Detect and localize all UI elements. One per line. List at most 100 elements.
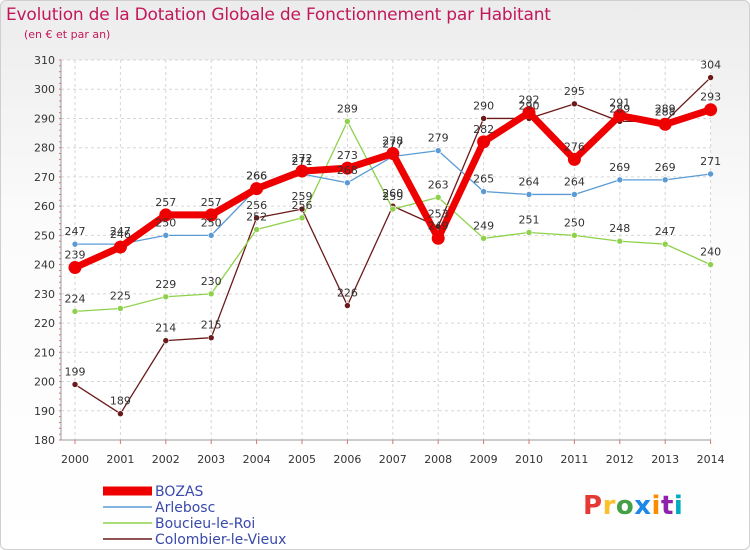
x-tick-label: 2010 <box>515 453 543 466</box>
data-point <box>250 182 264 196</box>
data-label: 271 <box>700 155 721 168</box>
y-tick-label: 310 <box>34 54 55 67</box>
data-label: 304 <box>700 59 721 72</box>
data-point <box>71 308 79 315</box>
data-label: 279 <box>428 132 449 145</box>
y-tick-label: 270 <box>34 171 55 184</box>
data-label: 278 <box>382 135 403 148</box>
data-point <box>71 381 79 388</box>
data-label: 291 <box>609 97 630 110</box>
y-tick-label: 200 <box>34 376 55 389</box>
legend-label: Colombier-le-Vieux <box>155 532 286 548</box>
y-tick-label: 250 <box>34 229 55 242</box>
y-tick-label: 180 <box>34 434 55 447</box>
data-label: 288 <box>655 105 676 118</box>
chart-title: Evolution de la Dotation Globale de Fonc… <box>6 5 551 25</box>
data-point <box>434 147 442 154</box>
data-label: 246 <box>110 228 131 241</box>
legend-label: Arlebosc <box>155 500 215 516</box>
data-point <box>298 214 306 222</box>
data-label: 224 <box>65 292 86 305</box>
data-point <box>480 235 487 242</box>
data-point <box>707 74 714 81</box>
x-tick-label: 2012 <box>606 453 634 466</box>
data-label: 264 <box>564 175 585 188</box>
x-tick-label: 2003 <box>197 453 225 466</box>
data-label: 240 <box>700 246 721 259</box>
data-point <box>204 208 218 222</box>
data-label: 264 <box>519 175 540 188</box>
data-point <box>162 337 170 344</box>
data-label: 259 <box>382 190 403 203</box>
data-label: 290 <box>473 99 494 112</box>
data-label: 268 <box>337 164 358 177</box>
data-point <box>162 293 170 301</box>
data-label: 249 <box>473 219 494 232</box>
x-tick-label: 2008 <box>424 453 452 466</box>
data-label: 215 <box>201 319 222 332</box>
data-point <box>480 115 487 122</box>
y-tick-label: 210 <box>34 346 55 359</box>
data-label: 273 <box>337 149 358 162</box>
data-label: 226 <box>337 287 358 300</box>
data-label: 289 <box>655 102 676 115</box>
data-point <box>207 290 215 298</box>
y-tick-label: 280 <box>34 142 55 155</box>
data-label: 266 <box>246 170 267 183</box>
x-tick-label: 2002 <box>152 453 180 466</box>
data-point <box>661 240 669 248</box>
data-point <box>207 232 215 239</box>
y-tick-label: 230 <box>34 288 55 301</box>
x-tick-label: 2004 <box>243 453 271 466</box>
data-point <box>434 194 442 201</box>
data-point <box>117 410 124 417</box>
data-label: 247 <box>110 225 131 238</box>
data-label: 199 <box>65 365 86 378</box>
data-label: 295 <box>564 85 585 98</box>
data-point <box>113 240 127 254</box>
data-label: 290 <box>519 99 540 112</box>
proxiti-logo: Proxiti <box>583 491 684 521</box>
data-label: 289 <box>609 102 630 115</box>
data-point <box>707 170 714 178</box>
data-point <box>159 208 173 222</box>
chart-subtitle: (en € et par an) <box>24 28 111 41</box>
data-point <box>298 205 306 213</box>
data-label: 251 <box>519 213 540 226</box>
data-point <box>386 147 400 161</box>
legend-label: Boucieu-le-Roi <box>155 516 255 532</box>
data-point <box>71 240 79 248</box>
y-tick-label: 240 <box>34 259 55 272</box>
x-tick-label: 2006 <box>333 453 361 466</box>
data-label: 266 <box>246 170 267 183</box>
data-label: 263 <box>428 178 449 191</box>
data-point <box>253 226 260 233</box>
x-tick-label: 2007 <box>379 453 407 466</box>
data-point <box>704 103 718 117</box>
data-point <box>344 179 351 187</box>
data-point <box>613 109 627 123</box>
x-tick-label: 2005 <box>288 453 316 466</box>
data-point <box>253 214 260 222</box>
data-point <box>431 231 445 245</box>
data-label: 239 <box>65 249 86 262</box>
data-label: 247 <box>655 225 676 238</box>
data-label: 256 <box>292 199 313 212</box>
data-label: 249 <box>428 219 449 232</box>
y-tick-label: 290 <box>34 112 55 125</box>
data-label: 276 <box>564 140 585 153</box>
data-label: 289 <box>337 102 358 115</box>
data-label: 250 <box>201 216 222 229</box>
data-label: 293 <box>700 91 721 104</box>
y-tick-label: 260 <box>34 200 55 213</box>
data-label: 225 <box>110 289 131 302</box>
x-tick-label: 2009 <box>470 453 498 466</box>
data-point <box>616 237 624 245</box>
data-label: 229 <box>155 278 176 291</box>
data-point <box>658 117 672 131</box>
x-tick-label: 2013 <box>651 453 679 466</box>
data-label: 253 <box>428 208 449 221</box>
data-point <box>616 176 624 184</box>
data-label: 189 <box>110 395 131 408</box>
